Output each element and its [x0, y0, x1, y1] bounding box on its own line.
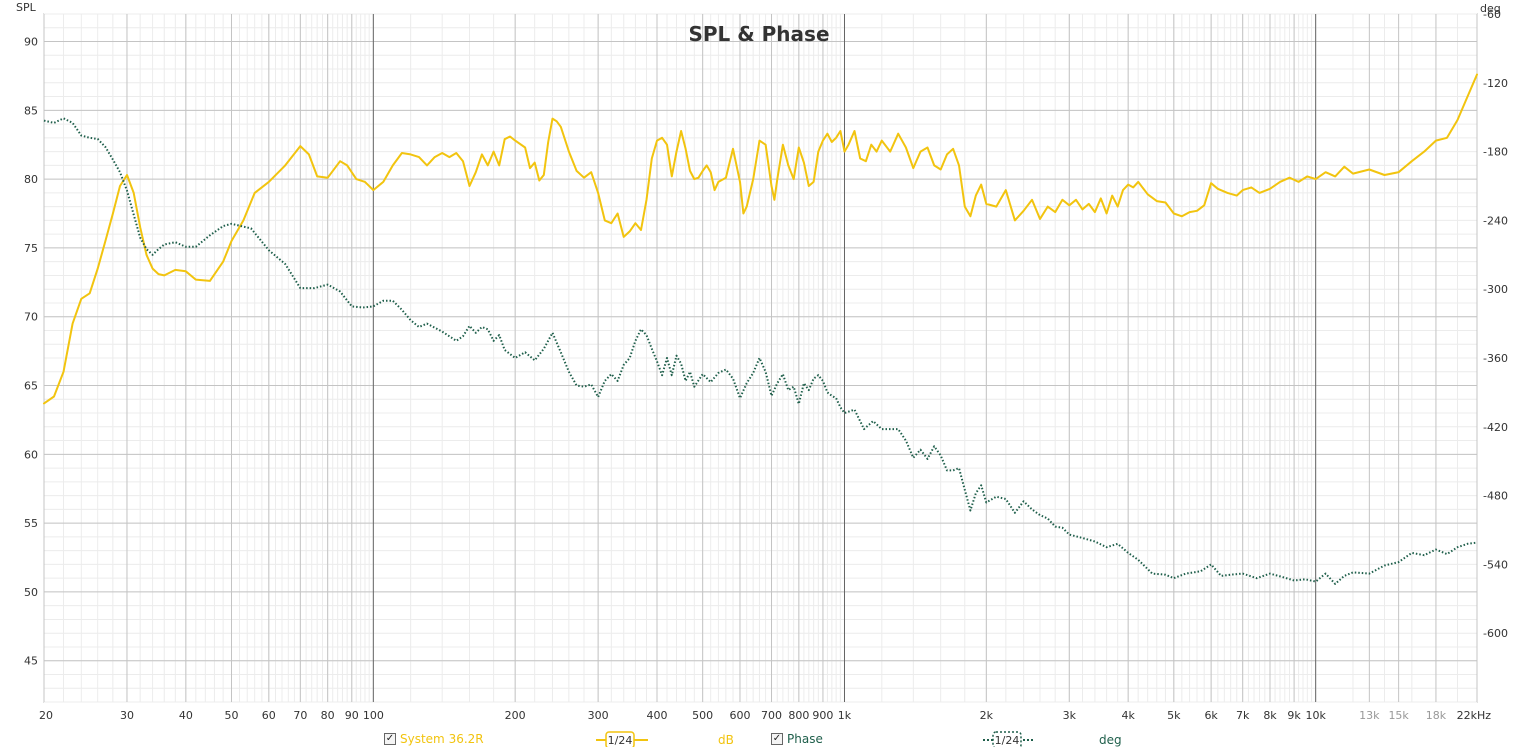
x-tick-label: 20 [39, 709, 53, 722]
left-tick-label: 80 [24, 173, 38, 186]
left-tick-label: 45 [24, 655, 38, 668]
spl-series-label: System 36.2R [400, 732, 484, 746]
right-tick-label: -420 [1483, 421, 1508, 434]
x-tick-label: 900 [812, 709, 833, 722]
x-tick-label: 80 [321, 709, 335, 722]
series-layer [43, 73, 1478, 585]
chart-title: SPL & Phase [688, 22, 829, 46]
x-tick-label: 9k [1287, 709, 1301, 722]
x-tick-label: 2k [980, 709, 994, 722]
x-tick-label: 40 [179, 709, 193, 722]
phase-smoothing-selector[interactable]: 1/24 [983, 731, 1035, 747]
spl-phase-chart: 90 85 80 75 70 65 60 55 50 45 -60 -120 -180 -240 -300 -… [16, 1, 1508, 722]
x-tick-label: 90 [345, 709, 359, 722]
x-tick-label: 500 [692, 709, 713, 722]
left-tick-label: 60 [24, 448, 38, 461]
spl-unit-label: dB [718, 733, 734, 747]
left-tick-label: 50 [24, 586, 38, 599]
right-tick-label: -480 [1483, 490, 1508, 503]
legend-item-phase: ✓ Phase [771, 732, 823, 746]
spl-series-line [43, 73, 1478, 405]
x-tick-label: 800 [788, 709, 809, 722]
left-tick-label: 85 [24, 104, 38, 117]
x-tick-label: 5k [1167, 709, 1181, 722]
right-tick-label: -60 [1483, 8, 1501, 21]
x-tick-label: 18k [1426, 709, 1447, 722]
x-tick-label: 200 [505, 709, 526, 722]
x-tick-label: 300 [588, 709, 609, 722]
x-tick-label: 400 [647, 709, 668, 722]
right-tick-label: -180 [1483, 146, 1508, 159]
spl-visibility-checkbox[interactable]: ✓ [384, 733, 396, 745]
legend-item-spl: ✓ System 36.2R [384, 732, 484, 746]
left-tick-label: 55 [24, 517, 38, 530]
right-tick-label: -600 [1483, 627, 1508, 640]
x-tick-label: 4k [1121, 709, 1135, 722]
right-tick-label: -300 [1483, 283, 1508, 296]
left-tick-label: 70 [24, 311, 38, 324]
left-tick-label: 65 [24, 380, 38, 393]
phase-unit-label: deg [1099, 733, 1122, 747]
phase-series-label: Phase [787, 732, 823, 746]
spl-smoothing-label: 1/24 [608, 734, 633, 747]
x-tick-label: 13k [1359, 709, 1380, 722]
x-tick-label: 8k [1263, 709, 1277, 722]
right-tick-label: -120 [1483, 77, 1508, 90]
phase-visibility-checkbox[interactable]: ✓ [771, 733, 783, 745]
x-tick-label: 3k [1063, 709, 1077, 722]
x-tick-label: 100 [363, 709, 384, 722]
x-tick-label: 50 [224, 709, 238, 722]
left-tick-label: 75 [24, 242, 38, 255]
legend: ✓ System 36.2R 1/24 dB ✓ Phase 1/24 deg [0, 730, 1532, 752]
right-tick-label: -360 [1483, 352, 1508, 365]
x-tick-label: 15k [1388, 709, 1409, 722]
x-tick-label: 10k [1305, 709, 1326, 722]
x-tick-label: 7k [1236, 709, 1250, 722]
x-tick-label: 30 [120, 709, 134, 722]
x-tick-label: 70 [293, 709, 307, 722]
x-tick-label: 700 [761, 709, 782, 722]
phase-smoothing-label: 1/24 [995, 734, 1020, 747]
spl-smoothing-selector[interactable]: 1/24 [596, 731, 648, 747]
phase-series-line [43, 117, 1478, 585]
grid [43, 13, 1478, 703]
x-tick-label: 1k [838, 709, 852, 722]
axes: 90 85 80 75 70 65 60 55 50 45 -60 -120 -180 -240 -300 -… [24, 8, 1508, 722]
right-tick-label: -240 [1483, 214, 1508, 227]
x-tick-label: 600 [729, 709, 750, 722]
right-axis-label: deg [1480, 2, 1501, 15]
x-tick-label: 60 [262, 709, 276, 722]
left-tick-label: 90 [24, 36, 38, 49]
right-tick-label: -540 [1483, 558, 1508, 571]
x-tick-label: 22kHz [1457, 709, 1492, 722]
left-axis-label: SPL [16, 1, 37, 14]
x-tick-label: 6k [1204, 709, 1218, 722]
